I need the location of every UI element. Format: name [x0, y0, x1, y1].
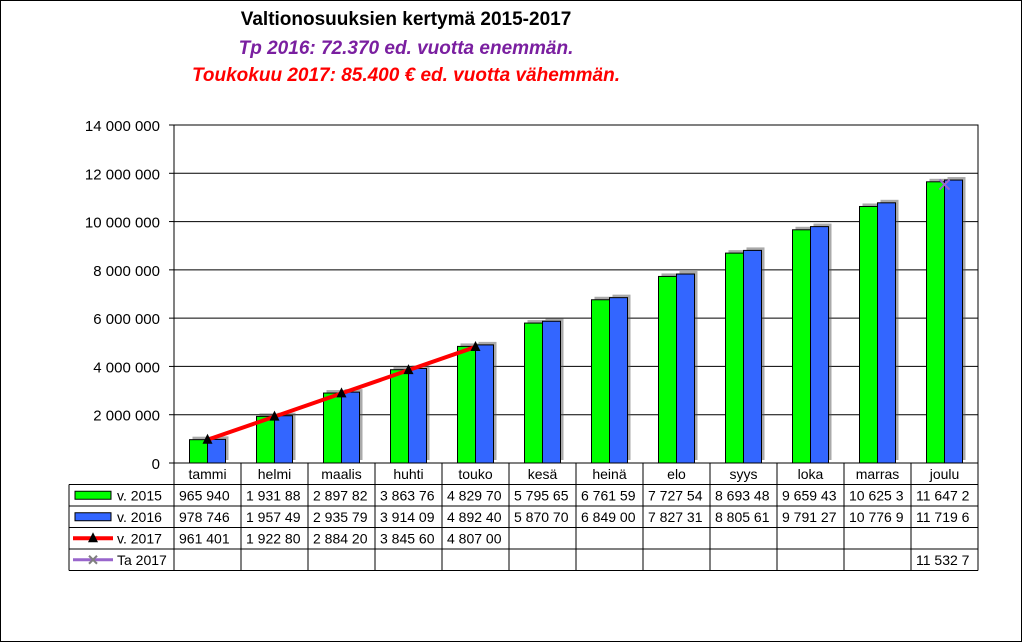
x-tick-label: maalis [321, 466, 361, 482]
data-label: 11 719 6 [916, 509, 970, 525]
data-label: 6 761 59 [581, 487, 636, 503]
data-label: 5 870 70 [514, 509, 569, 525]
data-label: 4 892 40 [447, 509, 502, 525]
y-tick-label: 6 000 000 [93, 311, 160, 328]
bar-v-2015 [926, 181, 945, 464]
legend-key-marker [88, 532, 98, 543]
bar-v-2015 [658, 275, 677, 464]
y-tick-label: 14 000 000 [85, 118, 160, 135]
x-tick-label: joulu [929, 466, 960, 482]
data-label: 965 940 [179, 487, 230, 503]
data-label: 2 884 20 [313, 530, 368, 546]
x-tick-label: kesä [528, 466, 558, 482]
bar-v-2016 [944, 179, 963, 464]
marker-v-2017 [470, 340, 481, 351]
bar-v-2016 [676, 273, 695, 464]
chart-title: Valtionosuuksien kertymä 2015-2017 [240, 9, 572, 30]
data-label: 1 922 80 [246, 530, 301, 546]
data-label: 2 897 82 [313, 487, 368, 503]
bar-v-2015 [524, 322, 543, 464]
legend-key [74, 512, 112, 522]
data-label: 11 647 2 [916, 487, 970, 503]
data-label: 1 957 49 [246, 509, 301, 525]
data-label: 9 791 27 [782, 509, 837, 525]
x-tick-label: heinä [592, 466, 626, 482]
data-label: 11 532 7 [916, 552, 970, 568]
data-label: 1 931 88 [246, 487, 301, 503]
x-tick-label: helmi [258, 466, 291, 482]
bar-v-2015 [457, 345, 476, 464]
marker-v-2017 [269, 410, 280, 421]
chart-subtitle-1: Tp 2016: 72.370 ed. vuotta enemmän. [238, 38, 574, 59]
bar-v-2016 [743, 249, 762, 464]
x-tick-label: marras [856, 466, 900, 482]
legend-key-marker [88, 555, 98, 565]
chart-subtitle-2: Toukokuu 2017: 85.400 € ed. vuotta vähem… [191, 65, 620, 86]
data-label: 3 914 09 [380, 509, 435, 525]
bar-v-2015 [323, 392, 342, 464]
bar-v-2016 [341, 391, 360, 464]
y-tick-label: 0 [152, 456, 160, 473]
legend-label: Ta 2017 [117, 552, 167, 568]
plot-area [173, 124, 979, 464]
y-tick-label: 12 000 000 [85, 166, 160, 183]
data-label: 10 776 9 [849, 509, 904, 525]
marker-v-2017 [403, 364, 414, 375]
bar-v-2015 [725, 252, 744, 464]
data-label: 10 625 3 [849, 487, 904, 503]
bar-v-2015 [792, 229, 811, 464]
data-label: 2 935 79 [313, 509, 368, 525]
data-label: 9 659 43 [782, 487, 837, 503]
x-tick-label: touko [458, 466, 492, 482]
bar-v-2016 [475, 344, 494, 464]
bar-v-2015 [390, 369, 409, 464]
bar-v-2016 [274, 415, 293, 464]
legend-label: v. 2016 [117, 509, 162, 525]
bar-v-2015 [859, 205, 878, 464]
y-tick-label: 4 000 000 [93, 359, 160, 376]
data-label: 961 401 [179, 530, 230, 546]
bar-v-2016 [542, 320, 561, 464]
y-tick-label: 2 000 000 [93, 408, 160, 425]
data-label: 8 805 61 [715, 509, 770, 525]
legend-label: v. 2015 [117, 487, 162, 503]
bar-v-2016 [408, 368, 427, 464]
marker-v-2017 [202, 433, 213, 444]
x-tick-label: huhti [393, 466, 423, 482]
data-label: 7 827 31 [648, 509, 703, 525]
legend-key [74, 490, 112, 500]
data-label: 7 727 54 [648, 487, 703, 503]
y-tick-label: 10 000 000 [85, 215, 160, 232]
bar-v-2016 [609, 297, 628, 464]
marker-v-2017 [336, 387, 347, 398]
x-tick-label: syys [730, 466, 758, 482]
x-tick-label: loka [798, 466, 824, 482]
bar-v-2015 [591, 299, 610, 464]
legend-label: v. 2017 [117, 530, 162, 546]
y-tick-label: 8 000 000 [93, 263, 160, 280]
data-label: 3 845 60 [380, 530, 435, 546]
marker-ta-2017 [938, 178, 951, 191]
bar-v-2016 [810, 226, 829, 464]
bar-v-2016 [877, 202, 896, 464]
data-label: 3 863 76 [380, 487, 435, 503]
data-label: 978 746 [179, 509, 230, 525]
x-tick-label: tammi [188, 466, 226, 482]
data-label: 4 807 00 [447, 530, 502, 546]
x-tick-label: elo [667, 466, 686, 482]
data-label: 5 795 65 [514, 487, 569, 503]
data-label: 8 693 48 [715, 487, 770, 503]
data-label: 6 849 00 [581, 509, 636, 525]
data-label: 4 829 70 [447, 487, 502, 503]
